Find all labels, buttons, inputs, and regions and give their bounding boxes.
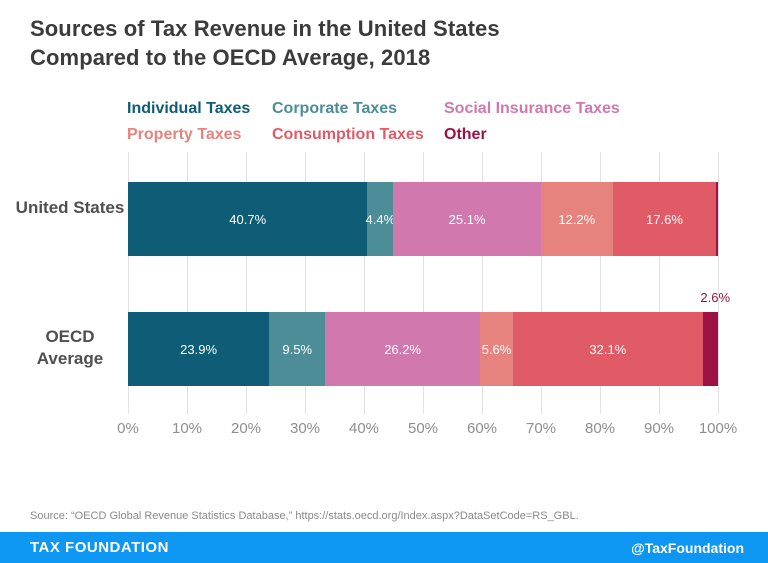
brand-name: TAX FOUNDATION [30, 539, 169, 556]
segment-value-label: 2.6% [700, 290, 731, 305]
legend-item-corporate-taxes: Corporate Taxes [272, 100, 398, 117]
segment-value-label: 4.4% [365, 211, 396, 227]
twitter-handle: @TaxFoundation [631, 539, 744, 556]
legend-item-other: Other [444, 126, 487, 143]
gridline [305, 152, 306, 414]
segment-value-label: 17.6% [646, 211, 683, 227]
axis-tick-label: 90% [643, 420, 675, 437]
gridline [128, 152, 129, 414]
bar-segment-consumption-taxes: 17.6% [612, 182, 717, 256]
axis-tick-label: 10% [171, 420, 203, 437]
segment-value-label: 9.5% [282, 341, 313, 357]
gridline [600, 152, 601, 414]
axis-tick-label: 60% [466, 420, 498, 437]
category-label-oecd-average: OECD Average [36, 327, 104, 368]
axis-tick-label: 70% [525, 420, 557, 437]
bar-segment-individual-taxes: 23.9% [128, 312, 270, 386]
bar-segment-social-insurance-taxes: 26.2% [325, 312, 480, 386]
bar-segment-consumption-taxes: 32.1% [513, 312, 703, 386]
bar-row-united-states: 40.7% 4.4% 25.1% 12.2% 17.6% [128, 182, 718, 256]
gridline [187, 152, 188, 414]
bar-segment-other: 2.6% [700, 290, 730, 386]
segment-value-label: 32.1% [589, 341, 627, 357]
bar-segment-other [716, 182, 718, 256]
gridline [246, 152, 247, 414]
legend: Individual Taxes Corporate Taxes Social In… [127, 96, 620, 148]
chart-title-line1: Sources of Tax Revenue in the United Sta… [30, 16, 500, 41]
bar-segment-property-taxes: 5.6% [480, 312, 514, 386]
legend-item-individual-taxes: Individual Taxes [127, 100, 251, 117]
axis-tick-label: 80% [584, 420, 616, 437]
segment-value-label: 26.2% [384, 341, 422, 357]
gridline [659, 152, 660, 414]
gridline [541, 152, 542, 414]
bar-segment-individual-taxes: 40.7% [128, 182, 368, 256]
gridline [423, 152, 424, 414]
legend-item-consumption-taxes: Consumption Taxes [272, 126, 424, 143]
axis-tick-label: 100% [698, 420, 738, 437]
axis-tick-label: 30% [289, 420, 321, 437]
bar-segment-property-taxes: 12.2% [540, 182, 613, 256]
category-label-united-states: United States [15, 198, 125, 217]
axis-tick-label: 0% [117, 420, 139, 437]
chart-title: Sources of Tax Revenue in the United Sta… [30, 14, 500, 72]
axis-tick-label: 40% [348, 420, 380, 437]
bar-row-oecd-average: 23.9% 9.5% 26.2% 5.6% 32.1% 2.6% [128, 290, 730, 386]
segment-value-label: 23.9% [180, 341, 218, 357]
axis-tick-label: 50% [407, 420, 439, 437]
bar-segment-corporate-taxes: 4.4% [365, 182, 396, 256]
gridline [718, 152, 719, 414]
source-note: Source: “OECD Global Revenue Statistics … [30, 510, 579, 522]
x-axis: 0% 10% 20% 30% 40% 50% 60% 70% 80% 90% 100% [117, 420, 737, 438]
chart-area: 40.7% 4.4% 25.1% 12.2% 17.6% 23.9% 9.5% 26.2% 5… [117, 152, 737, 437]
chart-title-line2: Compared to the OECD Average, 2018 [30, 45, 431, 70]
bar-segment-corporate-taxes: 9.5% [269, 312, 326, 386]
bar-segment-social-insurance-taxes: 25.1% [393, 182, 541, 256]
legend-item-property-taxes: Property Taxes [127, 126, 242, 143]
segment-value-label: 40.7% [229, 211, 267, 227]
segment-value-label: 12.2% [558, 211, 596, 227]
segment-value-label: 5.6% [481, 341, 512, 357]
segment-value-label: 25.1% [448, 211, 486, 227]
gridline [364, 152, 365, 414]
gridline [482, 152, 483, 414]
axis-tick-label: 20% [230, 420, 262, 437]
footer-bar: TAX FOUNDATION @TaxFoundation [0, 532, 768, 563]
legend-item-social-insurance-taxes: Social Insurance Taxes [444, 100, 620, 117]
